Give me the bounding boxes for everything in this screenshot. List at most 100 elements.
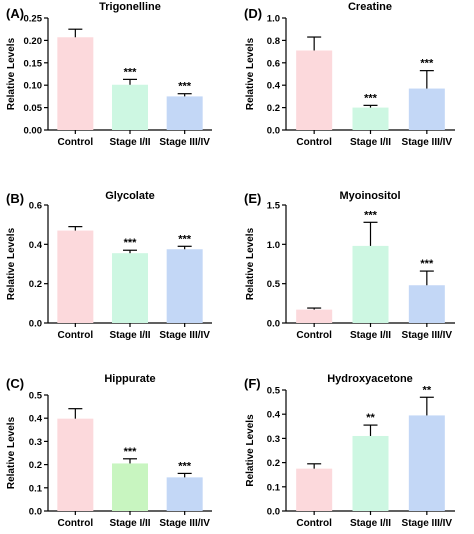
y-tick-label: 0.10 xyxy=(24,81,43,92)
y-tick-label: 0.4 xyxy=(267,81,281,92)
y-tick-label: 0.4 xyxy=(29,414,43,425)
significance-label: *** xyxy=(420,258,434,270)
y-tick-label: 0.05 xyxy=(24,103,43,114)
y-axis-label: Relative Levels xyxy=(245,227,256,300)
panel-trigonelline: (A) Trigonelline Relative Levels 0.00 0.05 0.… xyxy=(6,1,212,148)
bar xyxy=(296,50,333,131)
y-tick-label: 1.5 xyxy=(267,201,281,212)
x-tick-label: Control xyxy=(296,137,332,148)
y-axis-label: Relative Levels xyxy=(6,416,17,489)
y-tick-label: 0.00 xyxy=(24,126,43,137)
panel-label: (E) xyxy=(244,191,261,206)
bar xyxy=(352,245,389,323)
y-tick-label: 0.4 xyxy=(29,240,43,251)
y-tick-label: 0.3 xyxy=(29,437,42,448)
significance-label: *** xyxy=(178,81,192,93)
y-axis-label: Relative Levels xyxy=(245,37,256,110)
bar xyxy=(166,96,203,130)
y-tick-label: 0.2 xyxy=(29,460,42,471)
y-tick-label: 0.0 xyxy=(29,507,42,518)
x-tick-label: Control xyxy=(58,518,94,529)
significance-label: ** xyxy=(423,384,432,396)
x-tick-label: Control xyxy=(296,518,332,529)
y-tick-label: 0.0 xyxy=(267,319,280,330)
x-tick-label: Stage I/II xyxy=(350,137,391,148)
y-tick-label: 0.2 xyxy=(29,279,42,290)
bar xyxy=(408,285,445,323)
x-tick-label: Stage I/II xyxy=(109,330,150,341)
y-tick-label: 0.1 xyxy=(29,483,43,494)
y-axis-label: Relative Levels xyxy=(6,37,17,110)
y-tick-label: 0.5 xyxy=(267,279,281,290)
x-tick-label: Stage III/IV xyxy=(159,137,210,148)
y-tick-label: 0.3 xyxy=(267,434,280,445)
y-tick-label: 0.5 xyxy=(29,391,43,402)
x-tick-label: Control xyxy=(296,330,332,341)
chart-title: Creatine xyxy=(348,1,392,13)
y-axis-label: Relative Levels xyxy=(6,227,17,300)
x-tick-label: Stage I/II xyxy=(350,330,391,341)
y-tick-label: 0.1 xyxy=(267,482,281,493)
panel-creatine: (D) Creatine Relative Levels 0.0 0.2 0.4 0.6 0.… xyxy=(244,1,455,148)
significance-label: *** xyxy=(124,446,138,458)
y-tick-label: 0.8 xyxy=(267,36,280,47)
x-tick-label: Stage III/IV xyxy=(159,330,210,341)
significance-label: *** xyxy=(364,209,378,221)
significance-label: *** xyxy=(364,92,378,104)
panel-label: (A) xyxy=(6,6,24,21)
panel-myoinositol: (E) Myoinositol Relative Levels 0.0 0.5 1.0 1.… xyxy=(244,190,455,341)
bar xyxy=(296,468,333,511)
y-tick-label: 1.0 xyxy=(267,240,280,251)
bar xyxy=(408,88,445,130)
x-tick-label: Control xyxy=(58,330,94,341)
y-tick-label: 0.2 xyxy=(267,458,280,469)
panel-label: (F) xyxy=(244,376,261,391)
x-tick-label: Stage I/II xyxy=(109,518,150,529)
y-tick-label: 0.15 xyxy=(24,58,43,69)
bar xyxy=(57,418,94,511)
x-tick-label: Stage III/IV xyxy=(402,518,453,529)
significance-label: *** xyxy=(124,66,138,78)
panel-label: (B) xyxy=(6,191,24,206)
significance-label: ** xyxy=(366,412,375,424)
y-axis-label: Relative Levels xyxy=(245,414,256,487)
panel-label: (D) xyxy=(244,6,262,21)
bar xyxy=(352,107,389,130)
chart-title: Hydroxyacetone xyxy=(327,373,413,385)
panel-glycolate: (B) Glycolate Relative Levels 0.0 0.2 0.4 0.6 C… xyxy=(6,190,212,341)
x-tick-label: Control xyxy=(58,137,94,148)
y-tick-label: 0.25 xyxy=(24,14,43,25)
x-tick-label: Stage I/II xyxy=(109,137,150,148)
y-tick-label: 0.2 xyxy=(267,103,280,114)
y-tick-label: 0.6 xyxy=(29,201,42,212)
bar xyxy=(166,249,203,323)
y-tick-label: 0.0 xyxy=(267,126,280,137)
significance-label: *** xyxy=(178,460,192,472)
chart-title: Glycolate xyxy=(105,190,155,202)
significance-label: *** xyxy=(178,233,192,245)
bar xyxy=(57,230,94,323)
bar xyxy=(352,435,389,511)
significance-label: *** xyxy=(124,237,138,249)
y-tick-label: 0.20 xyxy=(24,36,43,47)
x-tick-label: Stage III/IV xyxy=(402,330,453,341)
x-tick-label: Stage I/II xyxy=(350,518,391,529)
panel-label: (C) xyxy=(6,376,24,391)
panel-hippurate: (C) Hippurate Relative Levels 0.0 0.1 0.2 0.3 0… xyxy=(6,373,212,529)
bar xyxy=(408,415,445,511)
y-tick-label: 0.0 xyxy=(267,507,280,518)
y-tick-label: 0.5 xyxy=(267,386,281,397)
chart-title: Myoinositol xyxy=(339,190,400,202)
x-tick-label: Stage III/IV xyxy=(402,137,453,148)
panel-hydroxyacetone: (F) Hydroxyacetone Relative Levels 0.0 0.1 0.… xyxy=(244,373,455,529)
y-tick-label: 0.4 xyxy=(267,410,281,421)
chart-title: Hippurate xyxy=(104,373,155,385)
bar xyxy=(112,253,148,323)
y-tick-label: 0.6 xyxy=(267,58,280,69)
bar xyxy=(296,309,333,323)
significance-label: *** xyxy=(420,58,434,70)
bar xyxy=(57,37,94,130)
chart-title: Trigonelline xyxy=(99,1,161,13)
